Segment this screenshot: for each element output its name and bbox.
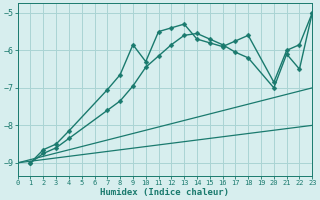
X-axis label: Humidex (Indice chaleur): Humidex (Indice chaleur) bbox=[100, 188, 229, 197]
